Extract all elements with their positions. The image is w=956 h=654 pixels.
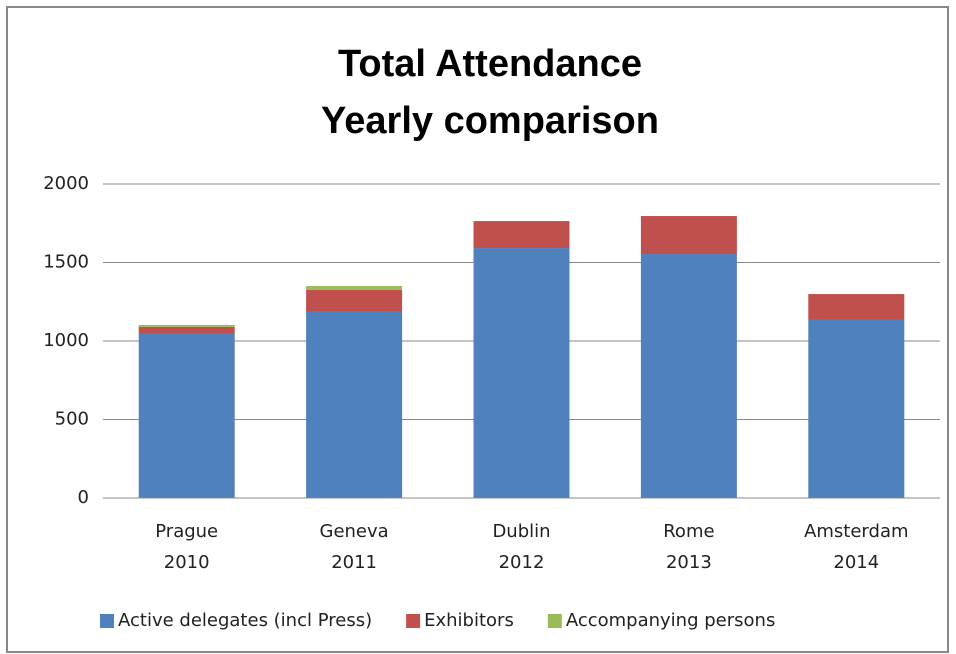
x-tick-label: Dublin 2012: [492, 521, 550, 573]
x-tick-label: Amsterdam 2014: [804, 521, 908, 573]
legend-label: Accompanying persons: [566, 610, 776, 631]
bar-segment: [306, 289, 403, 312]
bar-segment: [473, 221, 570, 249]
bar-segment: [808, 294, 905, 320]
bar-segment: [808, 319, 905, 498]
y-tick-label: 0: [78, 487, 89, 508]
legend-swatch: [547, 614, 562, 628]
y-tick-label: 2000: [43, 173, 89, 194]
bar-segment: [640, 254, 737, 498]
bar-segment: [138, 333, 235, 498]
x-tick-label: Geneva 2011: [320, 521, 389, 573]
chart-title: Total Attendance: [338, 43, 642, 85]
y-tick-label: 500: [55, 409, 89, 430]
legend-swatch: [100, 614, 114, 628]
bar-segment: [138, 324, 235, 327]
bar-segment: [640, 216, 737, 255]
y-tick-label: 1500: [43, 252, 89, 273]
bar-segment: [138, 326, 235, 334]
legend-label: Exhibitors: [424, 610, 514, 631]
legend-label: Active delegates (incl Press): [118, 610, 372, 631]
x-tick-label: Rome 2013: [663, 521, 714, 573]
bar-segment: [306, 286, 403, 290]
x-tick-label: Prague 2010: [155, 521, 218, 573]
bar-segment: [473, 248, 570, 498]
y-tick-label: 1000: [43, 330, 89, 351]
legend-swatch: [406, 614, 421, 628]
chart-subtitle: Yearly comparison: [321, 100, 659, 142]
bar-segment: [306, 311, 403, 498]
